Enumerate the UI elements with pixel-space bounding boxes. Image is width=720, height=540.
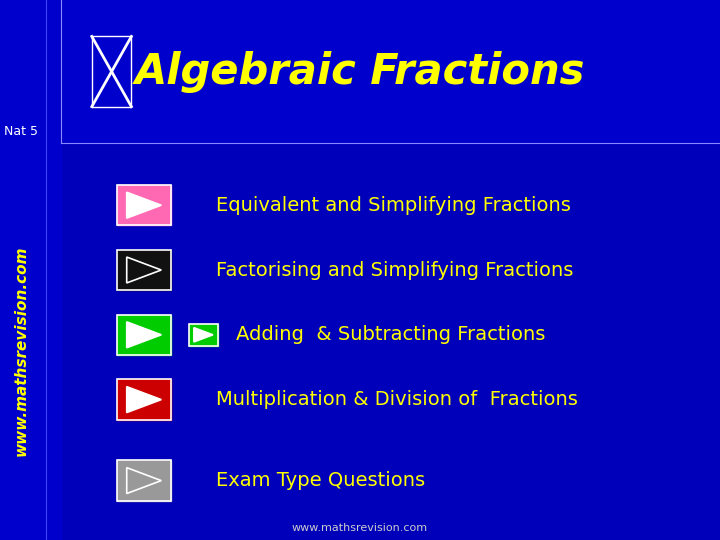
Text: Algebraic Fractions: Algebraic Fractions [135, 51, 585, 92]
Text: www.mathsrevision.com: www.mathsrevision.com [292, 523, 428, 533]
Polygon shape [127, 387, 161, 413]
Text: Factorising and Simplifying Fractions: Factorising and Simplifying Fractions [216, 260, 573, 280]
Bar [117, 249, 171, 291]
Bar [0, 0, 720, 143]
Bar [189, 323, 218, 346]
Bar [0, 0, 61, 540]
Text: www.mathsrevision.com: www.mathsrevision.com [14, 246, 29, 456]
Bar [117, 460, 171, 501]
Bar [117, 314, 171, 355]
Text: Exam Type Questions: Exam Type Questions [216, 471, 425, 490]
Polygon shape [127, 192, 161, 218]
Bar [117, 314, 171, 355]
Polygon shape [127, 322, 161, 348]
Bar [117, 185, 171, 226]
Bar [117, 185, 171, 226]
Bar [117, 379, 171, 420]
Bar [117, 379, 171, 420]
Bar [189, 323, 218, 346]
Text: Equivalent and Simplifying Fractions: Equivalent and Simplifying Fractions [216, 195, 571, 215]
Text: Adding  & Subtracting Fractions: Adding & Subtracting Fractions [236, 325, 545, 345]
Text: Nat 5: Nat 5 [4, 125, 37, 138]
Polygon shape [194, 328, 213, 342]
Bar [92, 36, 132, 106]
Text: Multiplication & Division of  Fractions: Multiplication & Division of Fractions [216, 390, 578, 409]
Bar [117, 460, 171, 501]
Bar [117, 249, 171, 291]
